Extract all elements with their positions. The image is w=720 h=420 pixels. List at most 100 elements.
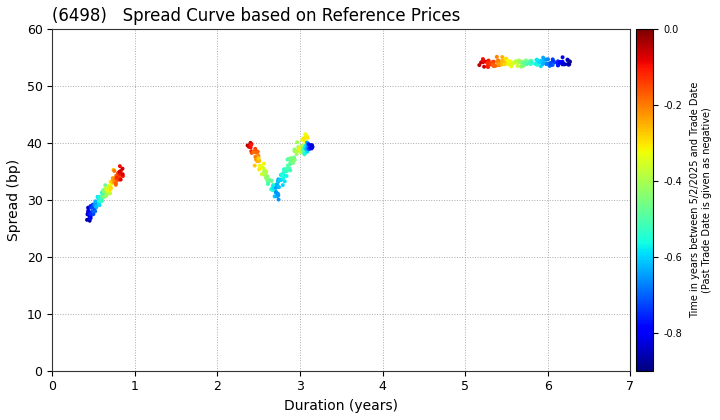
Point	[493, 59, 505, 66]
Point	[112, 176, 124, 183]
Point	[278, 172, 289, 178]
Point	[295, 148, 307, 155]
Point	[521, 60, 532, 66]
Point	[272, 176, 284, 183]
Point	[534, 59, 546, 66]
Point	[251, 156, 262, 163]
Point	[89, 202, 101, 208]
Point	[474, 62, 485, 68]
Point	[301, 133, 312, 140]
Point	[297, 136, 309, 143]
Point	[277, 173, 289, 180]
Point	[97, 187, 109, 194]
Point	[86, 208, 98, 215]
Point	[298, 136, 310, 143]
Point	[89, 202, 100, 208]
Point	[301, 133, 312, 139]
Point	[526, 58, 537, 64]
Point	[92, 194, 104, 200]
Point	[282, 162, 294, 169]
Point	[89, 208, 101, 215]
Point	[296, 148, 307, 155]
Point	[262, 180, 274, 187]
Point	[107, 175, 119, 182]
Point	[295, 147, 307, 154]
Point	[297, 135, 309, 142]
Point	[260, 175, 271, 181]
Point	[516, 60, 527, 66]
Point	[518, 59, 529, 66]
Point	[94, 193, 106, 200]
Point	[502, 58, 513, 65]
Point	[85, 204, 96, 211]
Point	[297, 142, 308, 149]
Point	[110, 172, 122, 179]
Point	[526, 59, 538, 66]
Point	[284, 165, 295, 172]
Point	[558, 61, 570, 68]
Point	[497, 54, 508, 60]
Point	[288, 154, 300, 161]
Point	[270, 189, 282, 195]
Point	[246, 150, 258, 156]
Point	[497, 60, 508, 66]
Point	[270, 189, 282, 195]
Point	[545, 60, 557, 66]
Point	[85, 213, 96, 220]
Point	[94, 194, 105, 200]
Point	[86, 204, 98, 211]
Point	[503, 57, 514, 64]
Point	[267, 185, 279, 192]
Point	[250, 153, 261, 160]
Point	[253, 166, 265, 173]
Point	[282, 156, 293, 163]
Point	[104, 182, 116, 189]
Point	[113, 170, 125, 176]
Point	[492, 57, 504, 64]
Point	[89, 202, 101, 208]
Point	[307, 144, 318, 150]
Point	[91, 203, 102, 210]
Point	[538, 57, 549, 64]
Point	[297, 149, 309, 155]
Point	[96, 194, 107, 201]
Point	[246, 142, 257, 148]
Point	[279, 168, 291, 175]
Point	[505, 61, 517, 68]
Point	[501, 60, 513, 66]
Point	[104, 184, 115, 190]
Point	[253, 155, 264, 162]
Point	[300, 142, 312, 149]
Point	[245, 139, 256, 146]
Point	[83, 212, 94, 218]
Point	[284, 158, 296, 165]
Point	[85, 203, 96, 210]
Point	[483, 61, 495, 68]
Point	[91, 204, 102, 210]
Point	[493, 62, 505, 68]
Point	[531, 57, 542, 63]
Point	[90, 203, 102, 210]
Point	[114, 173, 126, 180]
Point	[246, 148, 257, 155]
Point	[564, 58, 576, 65]
Point	[532, 62, 544, 68]
Point	[83, 208, 94, 215]
Point	[282, 166, 293, 173]
Point	[477, 57, 489, 64]
Point	[107, 178, 118, 185]
Point	[510, 59, 522, 66]
Point	[524, 60, 536, 66]
Point	[477, 59, 489, 66]
Point	[490, 63, 501, 69]
Point	[303, 146, 315, 152]
Point	[557, 61, 568, 68]
Point	[477, 57, 489, 64]
Point	[520, 57, 531, 64]
Point	[297, 145, 308, 152]
Point	[503, 61, 514, 68]
Point	[475, 59, 487, 66]
Point	[256, 164, 268, 171]
Point	[554, 59, 566, 66]
Point	[253, 152, 264, 159]
